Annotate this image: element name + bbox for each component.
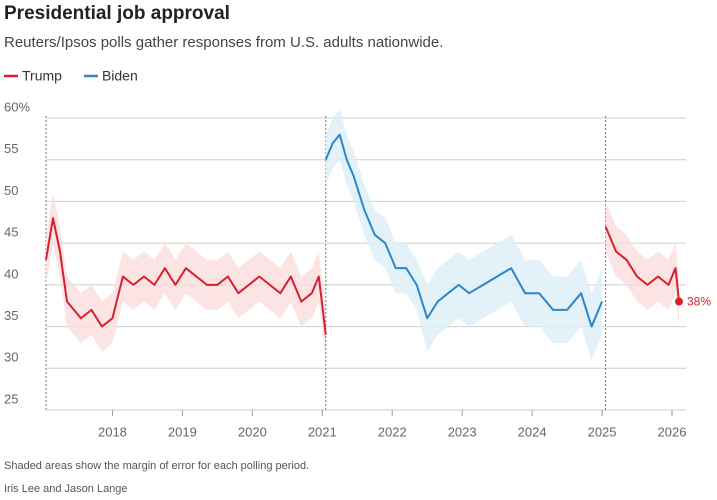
legend-label: Biden [102, 68, 138, 84]
y-tick-label: 45 [4, 225, 18, 240]
footnote: Shaded areas show the margin of error fo… [4, 460, 309, 472]
x-tick-label: 2026 [658, 424, 687, 439]
y-tick-label: 60% [4, 99, 30, 114]
end-point [675, 297, 684, 306]
margin-band [46, 193, 326, 360]
y-tick-label: 30 [4, 350, 18, 365]
value-label: 38% [687, 295, 711, 309]
y-tick-label: 40 [4, 266, 18, 281]
byline: Iris Lee and Jason Lange [4, 483, 128, 495]
x-tick-label: 2018 [98, 424, 127, 439]
y-tick-label: 35 [4, 308, 18, 323]
legend-label: Trump [22, 68, 62, 84]
y-tick-label: 50 [4, 183, 18, 198]
margin-band [605, 201, 680, 327]
chart-title: Presidential job approval [4, 3, 230, 24]
chart-subtitle: Reuters/Ipsos polls gather responses fro… [4, 34, 443, 51]
series-line [45, 217, 680, 336]
x-tick-label: 2022 [378, 424, 407, 439]
y-tick-label: 25 [4, 391, 18, 406]
x-tick-label: 2023 [448, 424, 477, 439]
y-tick-label: 55 [4, 141, 18, 156]
margin-band [325, 109, 603, 360]
x-tick-label: 2020 [238, 424, 267, 439]
series-line [324, 133, 603, 328]
x-tick-label: 2019 [168, 424, 197, 439]
x-tick-label: 2024 [518, 424, 547, 439]
x-tick-label: 2025 [588, 424, 617, 439]
x-tick-label: 2021 [308, 424, 337, 439]
